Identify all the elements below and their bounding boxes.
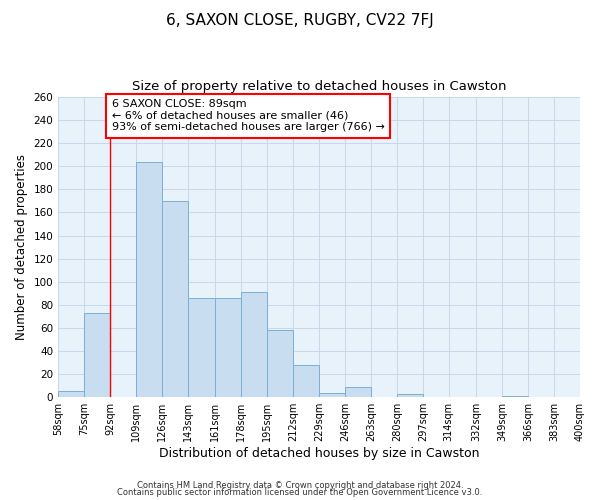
Bar [162, 201, 188, 397]
Bar [267, 330, 293, 397]
Text: Contains HM Land Registry data © Crown copyright and database right 2024.: Contains HM Land Registry data © Crown c… [137, 480, 463, 490]
Bar [319, 392, 345, 397]
Bar [188, 298, 215, 397]
Bar [397, 394, 423, 397]
Bar [345, 387, 371, 397]
Bar [502, 396, 528, 397]
Title: Size of property relative to detached houses in Cawston: Size of property relative to detached ho… [132, 80, 506, 93]
Bar [241, 292, 267, 397]
X-axis label: Distribution of detached houses by size in Cawston: Distribution of detached houses by size … [159, 447, 479, 460]
Bar [136, 162, 162, 397]
Bar [293, 365, 319, 397]
Bar [215, 298, 241, 397]
Text: 6 SAXON CLOSE: 89sqm
← 6% of detached houses are smaller (46)
93% of semi-detach: 6 SAXON CLOSE: 89sqm ← 6% of detached ho… [112, 100, 385, 132]
Text: Contains public sector information licensed under the Open Government Licence v3: Contains public sector information licen… [118, 488, 482, 497]
Bar [84, 313, 110, 397]
Y-axis label: Number of detached properties: Number of detached properties [15, 154, 28, 340]
Bar [58, 392, 84, 397]
Text: 6, SAXON CLOSE, RUGBY, CV22 7FJ: 6, SAXON CLOSE, RUGBY, CV22 7FJ [166, 12, 434, 28]
